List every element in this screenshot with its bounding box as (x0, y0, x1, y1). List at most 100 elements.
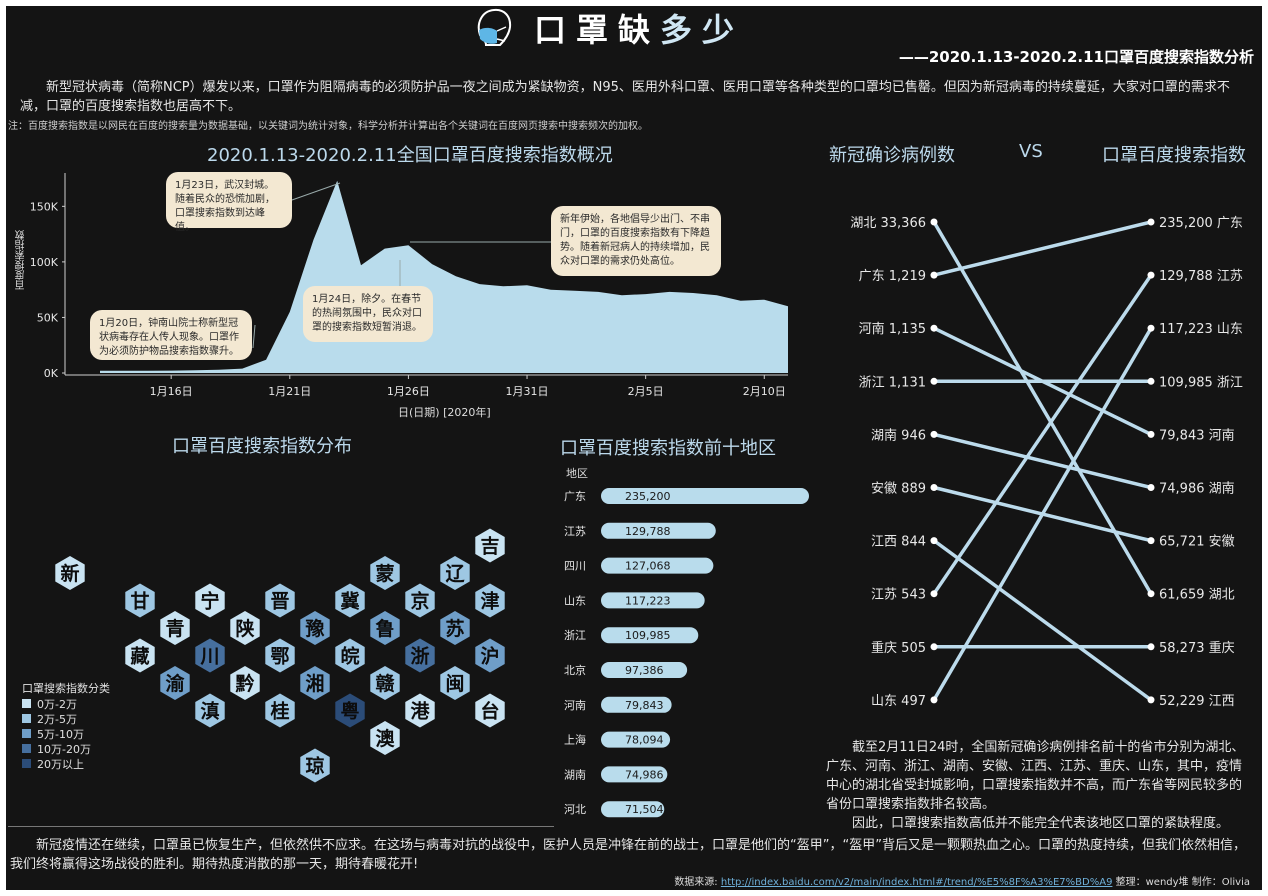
hex-shape (440, 611, 470, 645)
annotation-jan20: 1月20日，钟南山院士称新型冠状病毒存在人传人现象。口罩作为必须防护物品搜索指数… (90, 310, 252, 360)
hex-cell: 吉 (475, 528, 505, 563)
bar-value-label: 74,986 (625, 768, 664, 781)
slope-right-dot (1147, 377, 1155, 385)
source-link[interactable]: http://index.baidu.com/v2/main/index.htm… (720, 877, 1113, 888)
hex-label: 冀 (340, 590, 359, 613)
area-xtick-label: 1月26日 (387, 385, 430, 398)
hexmap-legend: 口罩搜索指数分类 0万-2万 2万-5万 5万-10万 10万-20万 20万以上 (22, 680, 110, 771)
legend-label: 2万-5万 (37, 712, 77, 726)
slope-right-label: 79,843 河南 (1159, 427, 1235, 443)
slope-left-label: 湖南 946 (871, 427, 926, 443)
hex-cell: 蒙 (370, 556, 400, 590)
bar-value-label: 127,068 (625, 560, 671, 573)
subtitle: ——2020.1.13-2020.2.11口罩百度搜索指数分析 (898, 48, 1254, 66)
hex-shape (370, 666, 400, 700)
area-ylabel: 百度搜索指数 (16, 230, 27, 290)
area-xlabel: 日(日期) [2020年] (398, 406, 491, 419)
legend-label: 20万以上 (37, 757, 84, 771)
hex-cell: 琼 (300, 748, 330, 783)
hex-label: 新 (60, 562, 79, 585)
slope-right-label: 58,273 重庆 (1159, 640, 1235, 656)
slope-line (933, 220, 1152, 277)
area-ytick-label: 0K (44, 367, 59, 380)
hex-cell: 鄂 (265, 638, 295, 673)
hex-label: 桂 (269, 700, 289, 723)
hex-shape (475, 693, 505, 728)
hex-label: 渝 (165, 672, 185, 695)
hex-label: 吉 (480, 535, 499, 558)
hex-cell: 沪 (475, 638, 505, 673)
hex-cell: 赣 (370, 666, 400, 700)
slope-text-2: 因此，口罩搜索指数高低并不能完全代表该地区口罩的紧缺程度。 (852, 816, 1230, 831)
legend-swatch (22, 744, 31, 753)
bar-value-label: 235,200 (625, 490, 671, 503)
hexmap-legend-item: 5万-10万 (22, 726, 110, 741)
hex-shape (160, 611, 190, 645)
slope-left-dot (930, 271, 938, 279)
hex-label: 川 (199, 646, 219, 668)
hex-cell: 滇 (195, 693, 225, 728)
slope-right-dot (1147, 537, 1155, 545)
bar (601, 766, 668, 783)
area-xtick-label: 1月31日 (506, 385, 549, 398)
hex-shape (300, 666, 330, 700)
hex-shape (335, 638, 365, 673)
hex-cell: 渝 (160, 666, 190, 700)
legend-label: 10万-20万 (37, 742, 91, 756)
bar-category-label: 北京 (564, 663, 586, 677)
slope-text-1: 截至2月11日24时，全国新冠确诊病例排名前十的省市分别为湖北、广东、河南、浙江… (826, 740, 1245, 812)
bar (601, 662, 688, 678)
bar (601, 627, 699, 644)
bar (601, 731, 671, 748)
slope-left-label: 江西 844 (871, 535, 926, 550)
mask-head-icon (477, 8, 512, 46)
title-block: 口罩缺多少 (470, 6, 744, 50)
slope-line (932, 221, 1153, 595)
bar-category-label: 上海 (564, 733, 586, 747)
slope-left-dot (930, 430, 938, 438)
hex-cell: 藏 (125, 638, 155, 673)
slope-right-dot (1147, 696, 1155, 704)
hex-label: 青 (165, 618, 184, 640)
hex-shape (405, 638, 435, 673)
hexmap-legend-item: 10万-20万 (22, 741, 110, 756)
bar (601, 801, 665, 818)
slope-left-dot (930, 377, 938, 385)
hex-label: 赣 (375, 672, 395, 695)
hex-shape (265, 583, 295, 618)
bar-chart: 广东 235,200 江苏 129,788 四川 127,068 山东 117,223 浙江 10… (564, 488, 809, 818)
bar (601, 557, 714, 574)
hex-shape (440, 666, 470, 700)
bar-value-label: 97,386 (625, 664, 664, 677)
hex-cell: 宁 (195, 583, 225, 618)
slope-line (932, 274, 1153, 595)
slope-left-dot (930, 696, 938, 704)
slope-left-dot (930, 590, 938, 598)
hex-shape (300, 611, 330, 645)
hex-cell: 甘 (125, 583, 155, 618)
hexmap-title: 口罩百度搜索指数分布 (172, 436, 352, 457)
hex-cell: 皖 (335, 638, 365, 673)
slope-left-label: 重庆 505 (871, 640, 926, 656)
hex-shape (160, 666, 190, 700)
area-xtick-label: 2月10日 (743, 385, 786, 398)
slope-right-dot (1147, 430, 1155, 438)
conclusion-paragraph: 新冠疫情还在继续，口罩虽已恢复生产，但依然供不应求。在这场与病毒对抗的战役中，医… (10, 838, 1246, 872)
annotation-new-year: 新年伊始，各地倡导少出门、不串门，口罩的百度搜索指数有下降趋势。随着新冠病人的持… (551, 206, 721, 276)
hex-shape (335, 693, 365, 728)
area-ytick-label: 150K (30, 200, 59, 213)
credit-text: 整理：wendy堆 制作：Olivia (1115, 877, 1250, 888)
area-ytick-label: 100K (30, 256, 59, 269)
bar-category-label: 广东 (564, 490, 586, 503)
slope-right-label: 61,659 湖北 (1159, 588, 1235, 603)
hexmap-legend-title: 口罩搜索指数分类 (22, 682, 110, 695)
hex-cell: 津 (475, 583, 505, 618)
hex-label: 滇 (200, 700, 219, 723)
hex-shape (300, 748, 330, 783)
slope-left-label: 浙江 1,131 (859, 375, 926, 390)
slope-left-dot (930, 643, 938, 651)
hex-shape (195, 638, 225, 673)
hex-label: 宁 (200, 590, 219, 613)
slope-left-label: 河南 1,135 (859, 321, 926, 337)
slope-right-dot (1147, 271, 1155, 279)
